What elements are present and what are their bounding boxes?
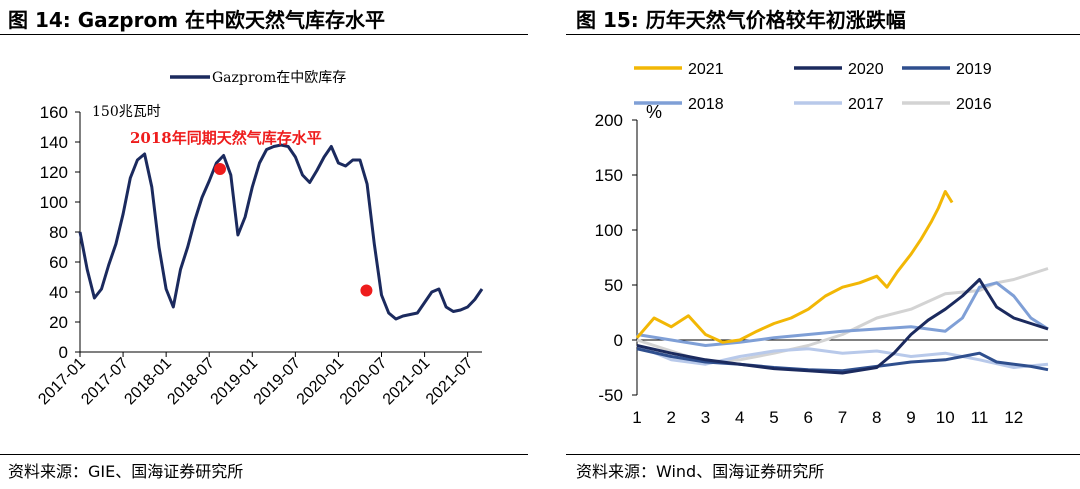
- right-series-line-2021: [635, 190, 954, 344]
- right-x-tick-label: 6: [804, 408, 813, 427]
- right-x-tick-label: 4: [735, 408, 744, 427]
- right-series-line-2016: [636, 267, 1049, 364]
- right-y-tick-label: 100: [595, 221, 623, 240]
- right-legend-label-2017: 2017: [848, 96, 884, 113]
- left-x-tick-label: 2018-07: [165, 355, 219, 409]
- right-series-line-2017: [636, 344, 1049, 369]
- left-x-tick-label: 2021-07: [423, 355, 477, 409]
- right-source: 资料来源：Wind、国海证券研究所: [576, 462, 825, 481]
- right-x-tick-label: 8: [872, 408, 881, 427]
- right-source-rule: [566, 454, 1080, 455]
- left-x-tick-label: 2021-01: [380, 355, 434, 409]
- right-x-tick-label: 2: [667, 408, 676, 427]
- right-x-tick-label: 5: [769, 408, 778, 427]
- right-legend-label-2020: 2020: [848, 61, 884, 78]
- right-y-tick-label: 200: [595, 111, 623, 130]
- left-x-tick-label: 2017-07: [78, 355, 132, 409]
- left-y-tick-label: 60: [49, 253, 68, 272]
- right-y-tick-label: -50: [598, 386, 623, 405]
- left-chart: 0204060801001201401602017-012017-072018-…: [35, 70, 484, 409]
- left-x-tick-label: 2018-01: [121, 355, 175, 409]
- left-y-tick-label: 80: [49, 223, 68, 242]
- left-annotation-2018: 2018年同期天然气库存水平: [130, 129, 322, 147]
- left-y-tick-label: 160: [40, 103, 68, 122]
- right-y-tick-label: 50: [604, 276, 623, 295]
- right-x-tick-label: 1: [632, 408, 641, 427]
- right-series-line-2020: [636, 278, 1049, 375]
- right-legend-label-2018: 2018: [688, 96, 724, 113]
- right-figure-title: 图 15: 历年天然气价格较年初涨跌幅: [576, 8, 906, 32]
- right-legend-label-2019: 2019: [956, 61, 992, 78]
- left-y-tick-label: 100: [40, 193, 68, 212]
- right-x-tick-label: 11: [971, 408, 989, 427]
- right-title-rule: [566, 34, 1080, 35]
- left-x-tick-label: 2020-07: [337, 355, 391, 409]
- right-legend-label-2021: 2021: [688, 61, 724, 78]
- right-x-tick-label: 3: [701, 408, 710, 427]
- left-title-rule: [0, 34, 528, 35]
- right-y-tick-label: 150: [595, 166, 623, 185]
- left-legend-label: Gazprom在中欧库存: [212, 70, 346, 86]
- left-y-tick-label: 0: [59, 343, 68, 362]
- left-source-rule: [0, 454, 528, 455]
- right-series-line-2018: [636, 281, 1049, 347]
- left-marker-current: [360, 284, 373, 297]
- left-x-tick-label: 2020-01: [294, 355, 348, 409]
- right-x-tick-label: 12: [1004, 408, 1023, 427]
- left-marker-2018: [213, 163, 226, 175]
- left-y-tick-label: 20: [49, 313, 68, 332]
- right-x-tick-label: 9: [906, 408, 915, 427]
- left-y-tick-label: 40: [49, 283, 68, 302]
- left-y-tick-label: 140: [40, 133, 68, 152]
- left-figure-title: 图 14: Gazprom 在中欧天然气库存水平: [8, 8, 386, 32]
- right-legend-label-2016: 2016: [956, 96, 992, 113]
- left-source: 资料来源：GIE、国海证券研究所: [8, 462, 244, 481]
- left-x-tick-label: 2019-01: [208, 355, 262, 409]
- left-x-tick-label: 2019-07: [251, 355, 305, 409]
- left-y-tick-label: 120: [40, 163, 68, 182]
- right-x-tick-label: 10: [936, 408, 955, 427]
- left-unit-label: 150兆瓦时: [92, 104, 161, 120]
- right-y-unit-label: %: [646, 102, 662, 122]
- left-x-tick-label: 2017-01: [35, 355, 89, 409]
- right-x-tick-label: 7: [838, 408, 847, 427]
- right-y-tick-label: 0: [614, 331, 623, 350]
- left-series-line-gazprom: [78, 143, 484, 321]
